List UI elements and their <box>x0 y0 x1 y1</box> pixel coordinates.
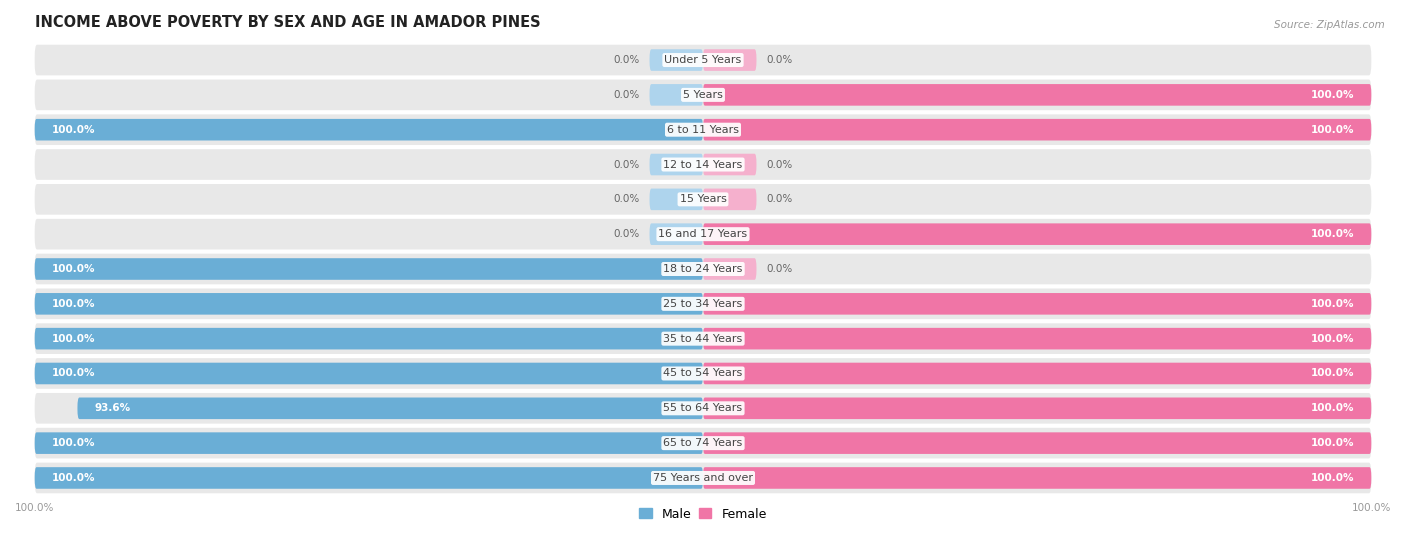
Text: 35 to 44 Years: 35 to 44 Years <box>664 334 742 344</box>
FancyBboxPatch shape <box>703 188 756 210</box>
FancyBboxPatch shape <box>35 293 703 315</box>
FancyBboxPatch shape <box>703 119 1371 140</box>
FancyBboxPatch shape <box>703 293 1371 315</box>
FancyBboxPatch shape <box>77 397 703 419</box>
FancyBboxPatch shape <box>703 154 756 176</box>
FancyBboxPatch shape <box>703 258 756 280</box>
Text: 100.0%: 100.0% <box>1312 299 1354 309</box>
Text: 65 to 74 Years: 65 to 74 Years <box>664 438 742 448</box>
Text: 0.0%: 0.0% <box>766 55 793 65</box>
FancyBboxPatch shape <box>35 184 1371 215</box>
FancyBboxPatch shape <box>35 358 1371 389</box>
Text: 100.0%: 100.0% <box>52 368 94 378</box>
Text: 6 to 11 Years: 6 to 11 Years <box>666 125 740 135</box>
Text: 100.0%: 100.0% <box>1312 125 1354 135</box>
FancyBboxPatch shape <box>703 84 1371 106</box>
FancyBboxPatch shape <box>35 432 703 454</box>
Text: 0.0%: 0.0% <box>613 90 640 100</box>
Text: 12 to 14 Years: 12 to 14 Years <box>664 159 742 169</box>
Text: 100.0%: 100.0% <box>1312 403 1354 413</box>
Text: Source: ZipAtlas.com: Source: ZipAtlas.com <box>1274 20 1385 30</box>
FancyBboxPatch shape <box>703 397 1371 419</box>
Text: 16 and 17 Years: 16 and 17 Years <box>658 229 748 239</box>
Text: 100.0%: 100.0% <box>52 334 94 344</box>
FancyBboxPatch shape <box>703 224 1371 245</box>
FancyBboxPatch shape <box>35 328 703 349</box>
Text: 100.0%: 100.0% <box>52 438 94 448</box>
Text: 75 Years and over: 75 Years and over <box>652 473 754 483</box>
Text: 0.0%: 0.0% <box>766 264 793 274</box>
Text: 100.0%: 100.0% <box>1312 334 1354 344</box>
FancyBboxPatch shape <box>35 115 1371 145</box>
Text: 100.0%: 100.0% <box>52 125 94 135</box>
Text: 93.6%: 93.6% <box>94 403 131 413</box>
Text: 100.0%: 100.0% <box>1312 368 1354 378</box>
FancyBboxPatch shape <box>35 258 703 280</box>
FancyBboxPatch shape <box>650 84 703 106</box>
FancyBboxPatch shape <box>703 49 756 71</box>
FancyBboxPatch shape <box>35 467 703 489</box>
Text: 0.0%: 0.0% <box>766 195 793 205</box>
Legend: Male, Female: Male, Female <box>640 508 766 520</box>
FancyBboxPatch shape <box>703 328 1371 349</box>
Text: 100.0%: 100.0% <box>52 473 94 483</box>
Text: 100.0%: 100.0% <box>1312 473 1354 483</box>
Text: INCOME ABOVE POVERTY BY SEX AND AGE IN AMADOR PINES: INCOME ABOVE POVERTY BY SEX AND AGE IN A… <box>35 15 540 30</box>
Text: 0.0%: 0.0% <box>766 159 793 169</box>
FancyBboxPatch shape <box>703 432 1371 454</box>
FancyBboxPatch shape <box>35 428 1371 458</box>
Text: 100.0%: 100.0% <box>52 264 94 274</box>
FancyBboxPatch shape <box>35 363 703 384</box>
Text: 18 to 24 Years: 18 to 24 Years <box>664 264 742 274</box>
Text: Under 5 Years: Under 5 Years <box>665 55 741 65</box>
Text: 25 to 34 Years: 25 to 34 Years <box>664 299 742 309</box>
Text: 100.0%: 100.0% <box>1312 90 1354 100</box>
Text: 55 to 64 Years: 55 to 64 Years <box>664 403 742 413</box>
FancyBboxPatch shape <box>35 45 1371 75</box>
FancyBboxPatch shape <box>35 254 1371 285</box>
FancyBboxPatch shape <box>650 49 703 71</box>
Text: 45 to 54 Years: 45 to 54 Years <box>664 368 742 378</box>
Text: 0.0%: 0.0% <box>613 55 640 65</box>
Text: 0.0%: 0.0% <box>613 229 640 239</box>
FancyBboxPatch shape <box>650 188 703 210</box>
FancyBboxPatch shape <box>35 119 703 140</box>
Text: 0.0%: 0.0% <box>613 195 640 205</box>
FancyBboxPatch shape <box>703 467 1371 489</box>
Text: 15 Years: 15 Years <box>679 195 727 205</box>
FancyBboxPatch shape <box>703 363 1371 384</box>
FancyBboxPatch shape <box>35 149 1371 180</box>
FancyBboxPatch shape <box>35 393 1371 424</box>
Text: 100.0%: 100.0% <box>52 299 94 309</box>
FancyBboxPatch shape <box>35 323 1371 354</box>
Text: 5 Years: 5 Years <box>683 90 723 100</box>
Text: 100.0%: 100.0% <box>1312 438 1354 448</box>
FancyBboxPatch shape <box>35 288 1371 319</box>
FancyBboxPatch shape <box>35 463 1371 493</box>
FancyBboxPatch shape <box>35 79 1371 110</box>
FancyBboxPatch shape <box>650 154 703 176</box>
FancyBboxPatch shape <box>35 219 1371 249</box>
FancyBboxPatch shape <box>650 224 703 245</box>
Text: 100.0%: 100.0% <box>1312 229 1354 239</box>
Text: 0.0%: 0.0% <box>613 159 640 169</box>
